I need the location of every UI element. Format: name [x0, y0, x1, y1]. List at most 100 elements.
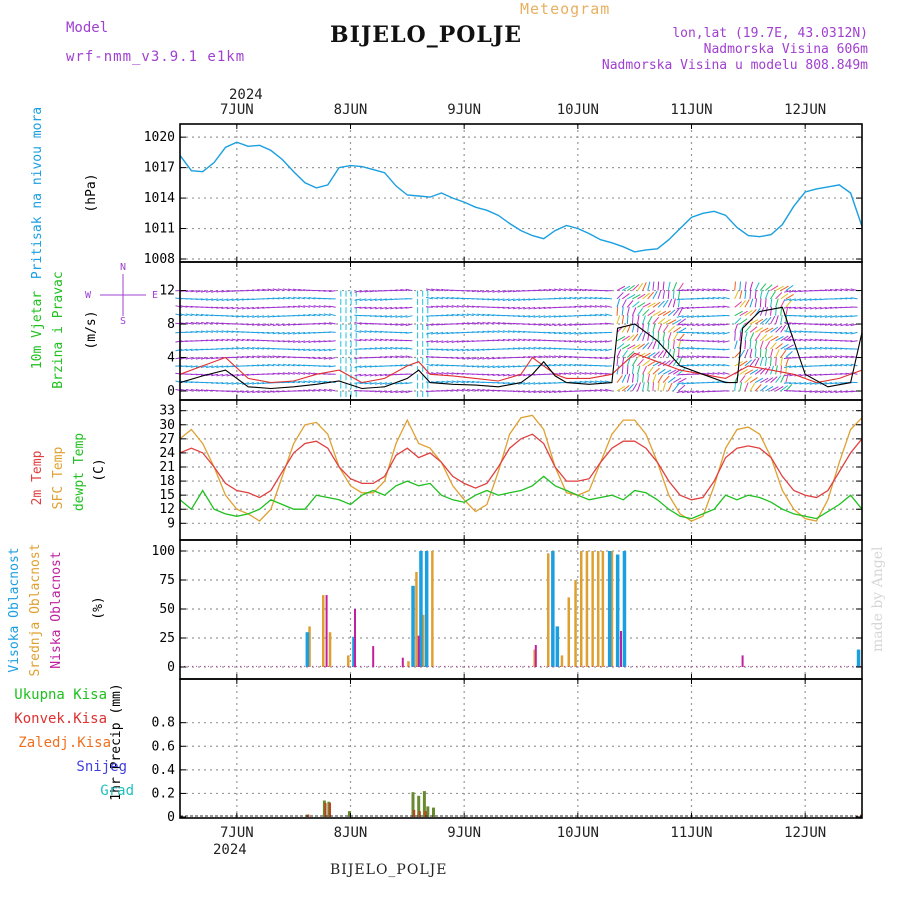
- wind-arrow: [824, 347, 833, 350]
- wind-arrow: [252, 355, 260, 358]
- coords-text: lon,lat (19.7E, 43.0312N): [672, 26, 868, 41]
- wind-arrow: [226, 298, 234, 302]
- wind-arrow: [631, 315, 634, 325]
- cloud-low-bar: [401, 657, 404, 667]
- wind-arrow: [246, 355, 254, 358]
- wind-arrow: [574, 363, 582, 367]
- wind-arrow: [824, 355, 833, 358]
- wind-arrow: [466, 357, 474, 360]
- wind-arrow: [385, 338, 393, 342]
- wind-arrow: [845, 323, 853, 327]
- wind-arrow: [517, 390, 526, 393]
- bottom-date-label: 9JUN: [447, 825, 481, 841]
- wind-arrow: [749, 281, 754, 291]
- wind-arrow: [272, 315, 280, 318]
- wind-arrow: [236, 315, 244, 318]
- wind-arrow: [272, 363, 280, 367]
- wind-arrow: [830, 323, 838, 326]
- wind-arrow: [652, 301, 661, 308]
- wind-arrow: [784, 330, 792, 333]
- wind-arrow: [523, 356, 531, 358]
- wind-arrow: [267, 331, 275, 334]
- wind-arrow: [553, 297, 561, 300]
- wind-arrow: [211, 373, 219, 377]
- wind-arrow: [451, 348, 459, 352]
- wind-arrow: [642, 332, 646, 341]
- wind-arrow: [313, 348, 321, 352]
- wind-arrow: [436, 372, 444, 375]
- wind-arrow: [190, 331, 198, 333]
- wind-arrow: [809, 373, 817, 377]
- wind-arrow: [775, 375, 782, 383]
- wind-arrow: [642, 342, 650, 350]
- cloud-mid-bar: [322, 595, 325, 667]
- wind-arrow: [702, 340, 710, 342]
- wind-arrow: [257, 355, 265, 358]
- wind-arrow: [754, 333, 761, 342]
- wind-arrow: [482, 373, 490, 376]
- wind-ylabel: 10m Vjetar: [30, 291, 45, 369]
- wind-arrow: [543, 315, 551, 318]
- precip-legend-item: Konvek.Kisa: [14, 711, 107, 727]
- wind-arrow: [538, 289, 546, 292]
- wind-arrow: [226, 315, 234, 317]
- wind-arrow: [652, 316, 660, 325]
- wind-arrow: [712, 323, 720, 326]
- wind-arrow: [543, 306, 551, 309]
- precip-total-bar: [411, 792, 415, 817]
- wind-arrow: [477, 348, 485, 351]
- wind-arrow: [528, 338, 536, 342]
- wind-arrow: [672, 357, 679, 367]
- wind-arrow: [642, 382, 645, 392]
- wind-arrow: [231, 382, 239, 385]
- wind-arrow: [231, 298, 239, 301]
- wind-arrow: [667, 289, 670, 299]
- y-tick-label: 15: [159, 488, 175, 503]
- wind-arrow: [364, 338, 372, 342]
- wind-ylabel-2: Brzina i Pravac: [51, 271, 66, 388]
- wind-arrow: [241, 298, 249, 301]
- cloud-mid-bar: [560, 655, 564, 667]
- wind-arrow: [379, 356, 387, 358]
- wind-arrow: [754, 327, 764, 333]
- wind-arrow: [657, 340, 661, 350]
- wind-arrow: [303, 372, 311, 375]
- cloud-high-bar: [551, 551, 555, 667]
- wind-arrow: [241, 323, 249, 325]
- wind-arrow: [461, 388, 469, 392]
- wind-arrow: [845, 297, 853, 300]
- wind-arrow: [323, 322, 331, 325]
- wind-arrow: [616, 349, 622, 358]
- wind-arrow: [599, 357, 607, 360]
- cloud-mid-bar: [415, 571, 418, 667]
- wind-arrow: [637, 323, 639, 333]
- wind-arrow: [775, 292, 783, 300]
- wind-arrow: [691, 331, 699, 334]
- wind-arrow: [697, 323, 705, 327]
- cloud-low-bar: [372, 646, 375, 667]
- cloud-high-bar: [305, 632, 310, 667]
- wind-arrow: [647, 331, 650, 341]
- wind-arrow: [497, 306, 505, 309]
- wind-arrow: [739, 360, 748, 367]
- wind-arrow: [599, 372, 607, 375]
- wind-arrow: [584, 340, 592, 343]
- wind-arrow: [472, 388, 480, 392]
- wind-arrow: [712, 340, 720, 343]
- wind-arrow: [707, 297, 715, 300]
- wind-arrow: [672, 340, 675, 350]
- wind-arrow: [599, 305, 607, 308]
- wind-arrow: [783, 298, 792, 301]
- wind-arrow: [657, 300, 665, 308]
- wind-arrow: [702, 315, 710, 318]
- wind-arrow: [221, 347, 229, 350]
- wind-arrow: [564, 288, 572, 292]
- wind-arrow: [759, 289, 763, 300]
- wind-arrow: [221, 373, 229, 377]
- wind-arrow: [487, 365, 495, 369]
- wind-arrow: [819, 315, 827, 318]
- panel-frame: [179, 678, 863, 819]
- wind-arrow: [676, 346, 684, 350]
- wind-arrow: [359, 373, 367, 377]
- wind-arrow: [354, 298, 362, 301]
